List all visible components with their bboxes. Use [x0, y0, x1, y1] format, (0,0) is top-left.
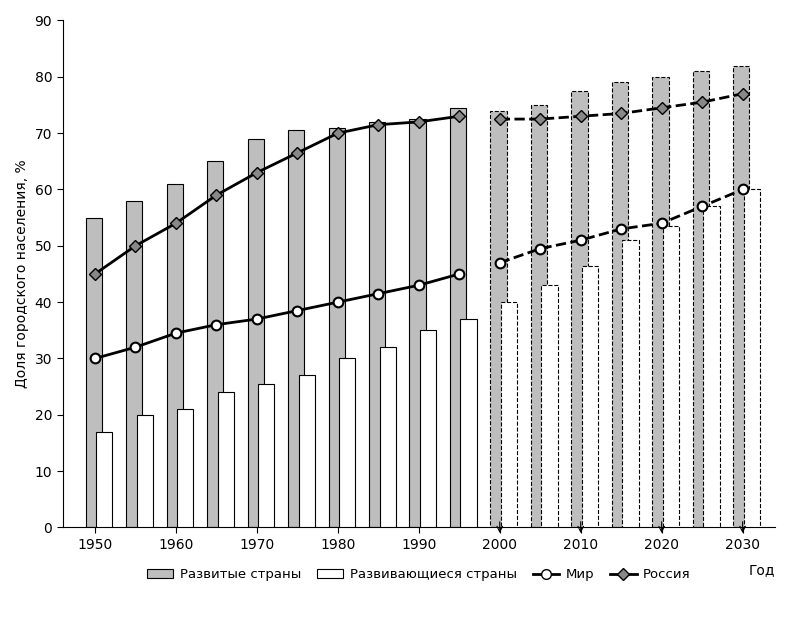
Bar	[501, 302, 517, 528]
Bar	[541, 285, 558, 528]
Bar	[379, 347, 396, 528]
Bar	[207, 161, 224, 528]
Bar	[653, 77, 668, 528]
Bar	[137, 415, 152, 528]
Bar	[420, 330, 436, 528]
Bar	[409, 119, 426, 528]
Bar	[288, 130, 304, 528]
Bar	[623, 240, 638, 528]
Bar	[582, 265, 598, 528]
Bar	[299, 375, 314, 528]
Bar	[703, 206, 720, 528]
Bar	[369, 122, 386, 528]
Y-axis label: Доля городского населения, %: Доля городского населения, %	[15, 160, 29, 389]
Bar	[258, 384, 274, 528]
Bar	[126, 201, 142, 528]
Bar	[329, 128, 344, 528]
Bar	[571, 91, 588, 528]
Bar	[85, 218, 102, 528]
Legend: Развитые страны, Развивающиеся страны, Мир, Россия: Развитые страны, Развивающиеся страны, М…	[141, 563, 696, 587]
Bar	[339, 359, 356, 528]
Bar	[247, 139, 264, 528]
Bar	[663, 226, 679, 528]
Bar	[531, 105, 547, 528]
Bar	[744, 189, 760, 528]
Bar	[733, 66, 750, 528]
Bar	[177, 409, 194, 528]
Bar	[461, 319, 476, 528]
Bar	[491, 110, 506, 528]
Bar	[96, 432, 112, 528]
Bar	[167, 184, 182, 528]
Bar	[217, 392, 234, 528]
Text: Год: Год	[748, 563, 775, 577]
Bar	[693, 71, 709, 528]
Bar	[612, 82, 628, 528]
Bar	[450, 108, 466, 528]
